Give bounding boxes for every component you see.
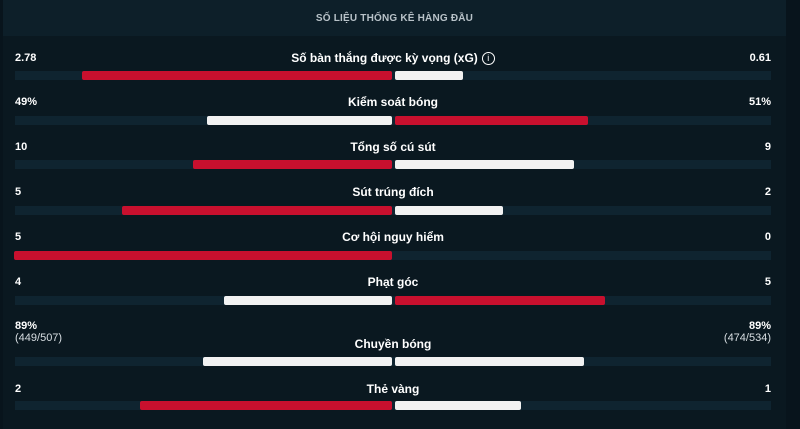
away-bar (395, 401, 521, 410)
away-bar (395, 116, 588, 125)
away-value: 0.61 (750, 52, 771, 64)
home-value-text: 89% (15, 320, 38, 332)
stat-label: Sút trúng đích (0, 185, 786, 199)
away-bar (395, 357, 584, 366)
away-value: 1 (765, 383, 771, 395)
stat-track (15, 71, 771, 80)
stat-label: Chuyền bóng (0, 337, 786, 351)
home-value-text: 2 (15, 383, 22, 395)
stat-label-text: Số bàn thắng được kỳ vọng (xG) (291, 51, 478, 65)
away-value: 51% (749, 96, 771, 108)
stat-label-text: Cơ hội nguy hiểm (342, 230, 444, 244)
away-value-text: 1 (764, 383, 771, 395)
home-value: 89% (449/507) (15, 320, 62, 344)
home-value-text: 5 (15, 231, 22, 243)
home-bar (193, 160, 392, 169)
stats-header: SỐ LIỆU THỐNG KÊ HÀNG ĐẦU (3, 0, 786, 36)
home-bar (140, 401, 392, 410)
away-bar (395, 71, 463, 80)
home-value: 10 (15, 141, 27, 153)
stat-label: Tổng số cú sút (0, 140, 786, 154)
home-value: 5 (15, 186, 21, 198)
stat-track (15, 296, 771, 305)
home-value: 2 (15, 383, 21, 395)
away-sub-value: (474/534) (723, 332, 771, 344)
stats-title: SỐ LIỆU THỐNG KÊ HÀNG ĐẦU (315, 13, 474, 24)
home-value: 49% (15, 96, 37, 108)
stat-label-text: Tổng số cú sút (350, 140, 436, 154)
stat-label-text: Chuyền bóng (354, 337, 432, 351)
home-value-text: 2.78 (15, 52, 37, 64)
home-bar (203, 357, 392, 366)
home-value: 4 (15, 276, 21, 288)
stat-track (15, 116, 771, 125)
home-bar (207, 116, 392, 125)
stat-track (15, 401, 771, 410)
stat-label-text: Sút trúng đích (352, 185, 434, 199)
away-value-text: 5 (764, 276, 771, 288)
stat-label: Phạt góc (0, 275, 786, 289)
stat-track (15, 160, 771, 169)
home-value-text: 49% (15, 96, 38, 108)
away-value: 0 (765, 231, 771, 243)
away-value-text: 0.61 (749, 52, 771, 64)
info-icon[interactable]: i (481, 52, 495, 65)
away-bar (395, 206, 503, 215)
away-bar (395, 296, 605, 305)
stat-label: Số bàn thắng được kỳ vọng (xG) i (0, 51, 786, 65)
home-value-text: 4 (15, 276, 22, 288)
home-value-text: 10 (15, 141, 28, 153)
stat-label-text: Phạt góc (367, 275, 419, 289)
home-value-text: 5 (15, 186, 22, 198)
home-bar (14, 251, 392, 260)
away-value: 9 (765, 141, 771, 153)
away-bar (395, 160, 574, 169)
stat-label: Cơ hội nguy hiểm (0, 230, 786, 244)
home-value: 5 (15, 231, 21, 243)
home-value: 2.78 (15, 52, 36, 64)
stat-label: Kiểm soát bóng (0, 95, 786, 109)
stat-track (15, 251, 771, 260)
away-value-text: 9 (764, 141, 771, 153)
stat-track (15, 206, 771, 215)
stat-label-text: Kiểm soát bóng (347, 95, 438, 109)
away-value-text: 2 (764, 186, 771, 198)
stat-label-text: Thẻ vàng (366, 382, 420, 396)
away-value-text: 89% (748, 320, 771, 332)
home-sub-value: (449/507) (15, 332, 63, 344)
stat-track (15, 357, 771, 366)
away-value: 89% (474/534) (724, 320, 771, 344)
home-bar (122, 206, 392, 215)
stat-label: Thẻ vàng (0, 382, 786, 396)
home-bar (82, 71, 392, 80)
away-value-text: 51% (748, 96, 771, 108)
away-value: 5 (765, 276, 771, 288)
away-value-text: 0 (764, 231, 771, 243)
home-bar (224, 296, 392, 305)
away-value: 2 (765, 186, 771, 198)
